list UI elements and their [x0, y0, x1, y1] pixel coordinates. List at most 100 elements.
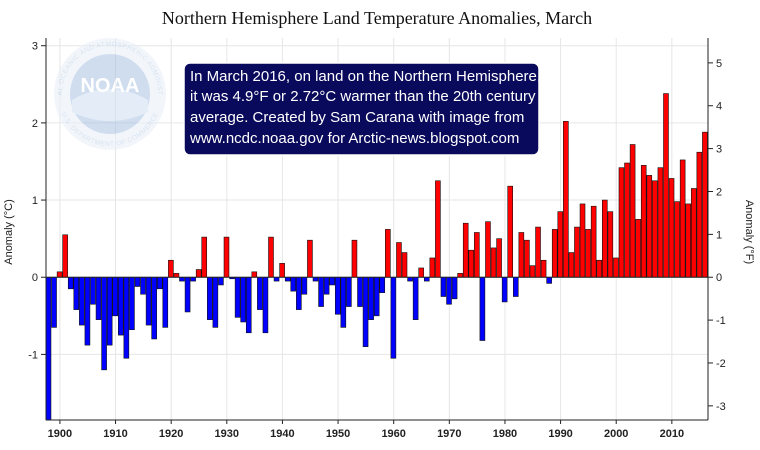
- right-y-axis-ticks: -3 -2 -1 0 1 2 3 4 5: [708, 58, 726, 413]
- left-tick-label: 3: [32, 41, 38, 53]
- left-tick-label: 2: [32, 118, 38, 130]
- x-tick-label: 1980: [493, 428, 517, 440]
- annotation-line-2: it was 4.9°F or 2.72°C warmer than the 2…: [190, 88, 536, 105]
- bar-1914: [134, 276, 141, 287]
- bar-1940: [279, 263, 285, 278]
- bar-2004: [635, 219, 641, 278]
- bar-2010: [668, 178, 675, 278]
- bar-1947: [318, 276, 324, 307]
- bar-1901: [62, 234, 68, 278]
- bar-1907: [95, 276, 102, 320]
- bar-1976: [479, 276, 486, 341]
- bar-1937: [262, 276, 269, 334]
- bar-1924: [190, 276, 196, 282]
- bar-1927: [207, 276, 213, 320]
- x-tick-label: 1950: [326, 428, 350, 440]
- bar-1926: [201, 236, 208, 278]
- noaa-logo-text: NOAA: [81, 75, 140, 97]
- bar-1965: [418, 267, 424, 278]
- bar-1938: [268, 236, 274, 278]
- bar-1969: [440, 276, 447, 297]
- bar-2001: [618, 167, 625, 278]
- bar-1999: [607, 211, 614, 278]
- bar-1993: [574, 226, 580, 278]
- bar-1954: [357, 276, 363, 307]
- bar-1903: [73, 276, 80, 310]
- bar-1998: [601, 199, 608, 278]
- bar-1957: [373, 276, 380, 317]
- x-tick-label: 1900: [48, 428, 72, 440]
- annotation-background: [183, 62, 540, 156]
- bar-1956: [368, 276, 374, 320]
- bar-1992: [568, 252, 575, 278]
- bar-1978: [490, 247, 497, 278]
- bar-2012: [679, 159, 686, 278]
- bar-1996: [590, 205, 597, 278]
- bar-1960: [390, 276, 397, 359]
- bar-1933: [240, 276, 246, 323]
- bar-1970: [446, 276, 452, 305]
- bar-1973: [462, 222, 469, 278]
- bar-1919: [162, 276, 169, 328]
- right-tick-label: 5: [716, 58, 722, 70]
- bar-1984: [524, 239, 530, 278]
- bar-1980: [501, 276, 508, 303]
- bar-1981: [507, 185, 513, 278]
- bar-2014: [691, 188, 697, 278]
- bar-1929: [218, 276, 224, 286]
- y-axis-label-right: Anomaly (°F): [743, 200, 755, 264]
- x-tick-label: 1960: [381, 428, 405, 440]
- right-tick-label: 2: [716, 186, 722, 198]
- bar-1911: [118, 276, 124, 336]
- bar-2000: [613, 257, 619, 278]
- bar-1997: [596, 259, 602, 278]
- bar-1975: [474, 232, 480, 278]
- x-axis-ticks: 1900 1910 1920 1930 1940 1950 1960 1970 1980 1990…: [48, 420, 684, 440]
- axes: [45, 38, 709, 421]
- bar-1962: [401, 252, 408, 278]
- bar-1950: [334, 276, 341, 315]
- bar-1909: [106, 276, 113, 346]
- x-tick-label: 2000: [604, 428, 628, 440]
- bar-2013: [685, 203, 692, 278]
- bar-1990: [557, 211, 564, 278]
- bar-1968: [435, 180, 441, 278]
- bar-1930: [223, 236, 230, 278]
- bar-1902: [67, 276, 74, 290]
- bar-2002: [624, 162, 630, 278]
- bar-1898: [45, 276, 52, 421]
- bar-1910: [112, 276, 119, 317]
- bar-1987: [540, 259, 547, 278]
- bar-1995: [585, 229, 591, 278]
- bar-1899: [51, 276, 57, 328]
- bar-1949: [329, 276, 335, 286]
- bar-2007: [652, 180, 658, 278]
- bar-1921: [173, 273, 180, 278]
- bar-1925: [195, 269, 202, 278]
- x-tick-label: 1990: [548, 428, 572, 440]
- bar-1906: [90, 276, 96, 305]
- bar-1922: [179, 276, 185, 282]
- bar-1928: [212, 276, 219, 328]
- bar-1966: [423, 276, 430, 282]
- bar-1979: [496, 238, 502, 278]
- bar-2011: [674, 201, 680, 278]
- bar-1905: [84, 276, 91, 346]
- bar-2016: [702, 131, 708, 278]
- bar-1989: [551, 229, 558, 278]
- left-tick-label: 1: [32, 195, 38, 207]
- right-tick-label: 1: [716, 229, 722, 241]
- bar-1946: [312, 276, 319, 282]
- bar-1951: [340, 276, 347, 328]
- bar-1916: [145, 276, 152, 326]
- bar-1961: [396, 242, 402, 278]
- y-axis-label-left: Anomaly (°C): [3, 199, 15, 265]
- noaa-watermark: NOAA NATIONAL OCEANIC AND ATMOSPHERIC AD…: [0, 0, 166, 150]
- bar-1939: [273, 276, 280, 282]
- bar-1955: [362, 276, 369, 347]
- right-tick-label: -2: [716, 358, 726, 370]
- x-tick-label: 1910: [103, 428, 127, 440]
- bar-1944: [301, 276, 308, 295]
- bar-1917: [151, 276, 157, 340]
- bar-1982: [512, 276, 519, 297]
